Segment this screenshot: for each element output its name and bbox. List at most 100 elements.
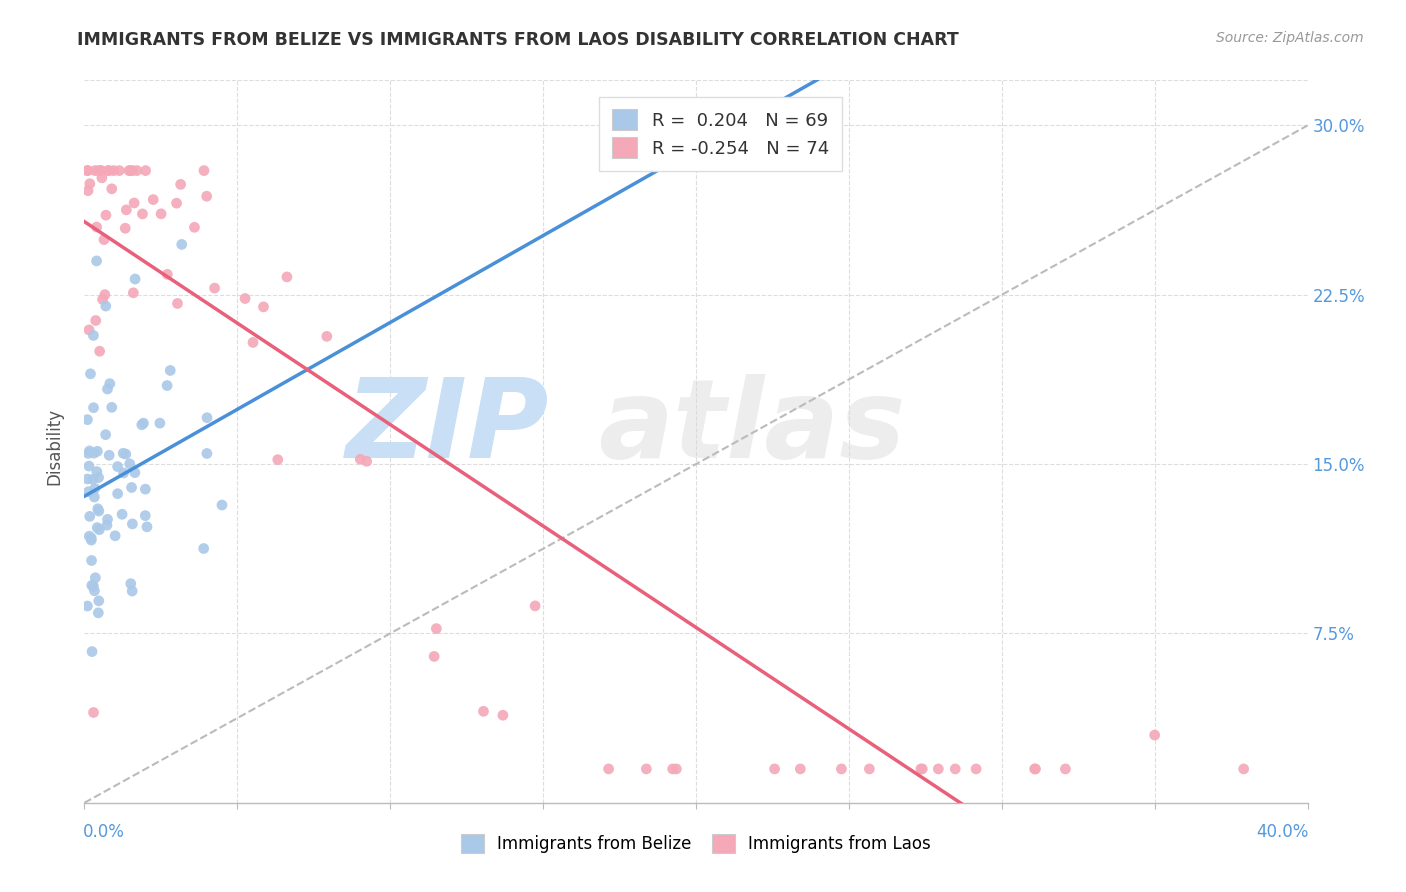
Point [121,480,143,494]
Point [82,472,104,486]
Point [423,649,446,664]
Point [118,163,141,178]
Point [96,512,118,526]
Point [112,466,135,480]
Point [79,509,101,524]
Point [598,762,620,776]
Text: Source: ZipAtlas.com: Source: ZipAtlas.com [1216,31,1364,45]
Point [83,401,105,415]
Point [122,196,145,211]
Point [86,465,108,479]
Point [267,452,290,467]
Point [83,706,105,720]
Point [142,193,165,207]
Legend: Immigrants from Belize, Immigrants from Laos: Immigrants from Belize, Immigrants from … [454,827,938,860]
Point [94,299,117,313]
Point [315,329,337,343]
Point [89,523,111,537]
Point [204,281,226,295]
Point [86,521,108,535]
Point [763,762,786,776]
Point [76,472,98,486]
Point [83,163,105,178]
Point [87,501,110,516]
Point [211,498,233,512]
Point [195,446,218,460]
Point [134,482,156,496]
Point [83,583,105,598]
Point [82,579,104,593]
Point [104,529,127,543]
Point [77,529,100,543]
Point [80,553,103,567]
Point [166,296,188,310]
Point [125,163,148,178]
Point [80,533,103,548]
Point [118,163,141,178]
Point [156,268,179,282]
Point [87,470,110,484]
Point [87,606,110,620]
Point [169,178,191,192]
Point [83,446,105,460]
Point [112,446,135,460]
Point [93,233,115,247]
Point [91,293,114,307]
Point [80,578,103,592]
Point [136,520,159,534]
Point [79,444,101,458]
Point [94,287,117,301]
Point [89,344,111,359]
Point [76,412,98,426]
Point [122,285,145,300]
Point [80,644,103,658]
Point [77,323,100,337]
Point [80,531,103,545]
Point [77,484,100,499]
Point [943,762,966,776]
Point [96,518,118,533]
Text: IMMIGRANTS FROM BELIZE VS IMMIGRANTS FROM LAOS DISABILITY CORRELATION CHART: IMMIGRANTS FROM BELIZE VS IMMIGRANTS FRO… [77,31,959,49]
Point [349,452,371,467]
Point [789,762,811,776]
Point [150,207,173,221]
Text: 0.0%: 0.0% [83,823,125,841]
Point [83,490,105,504]
Point [111,508,134,522]
Point [183,220,205,235]
Point [77,184,100,198]
Point [233,292,256,306]
Point [84,313,107,327]
Point [166,196,188,211]
Point [242,335,264,350]
Point [134,508,156,523]
Point [103,163,125,178]
Point [76,163,98,178]
Point [86,444,108,458]
Point [76,163,98,178]
Point [97,163,120,178]
Point [524,599,547,613]
Point [636,762,658,776]
Point [492,708,515,723]
Point [124,272,146,286]
Point [195,410,218,425]
Text: ZIP: ZIP [346,374,550,481]
Text: atlas: atlas [598,374,905,481]
Point [195,189,218,203]
Point [425,622,447,636]
Point [910,762,932,776]
Point [120,576,142,591]
Point [100,182,122,196]
Point [90,163,112,178]
Point [94,427,117,442]
Point [121,163,143,178]
Point [86,220,108,235]
Point [114,447,136,461]
Point [90,170,112,185]
Point [124,466,146,480]
Point [107,486,129,500]
Point [79,177,101,191]
Point [830,762,852,776]
Point [87,504,110,518]
